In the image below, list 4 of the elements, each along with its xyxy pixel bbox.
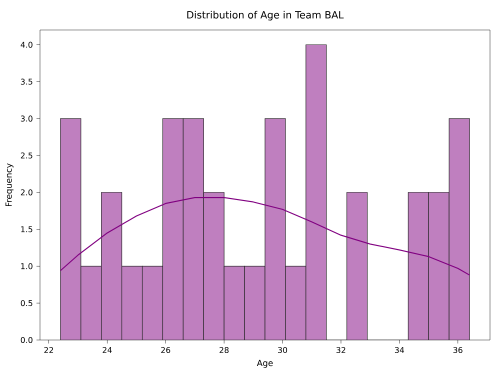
y-axis-title: Frequency — [6, 163, 14, 206]
chart-title: Distribution of Age in Team BAL — [187, 10, 344, 21]
x-axis-title: Age — [256, 360, 273, 368]
line-series — [60, 196, 470, 276]
